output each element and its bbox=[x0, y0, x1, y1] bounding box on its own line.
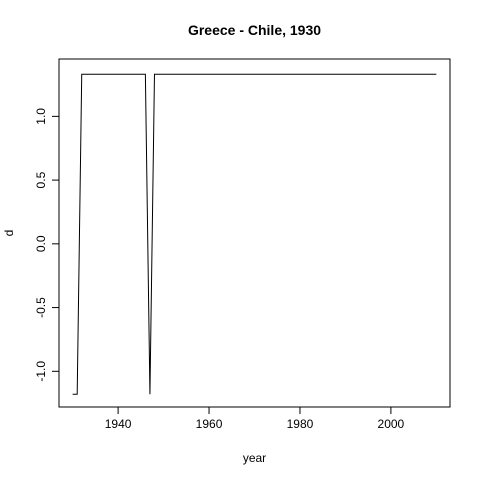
y-tick-label: -1.0 bbox=[34, 361, 48, 382]
y-tick-label: 0.0 bbox=[34, 235, 48, 252]
y-tick-label: 0.5 bbox=[34, 171, 48, 188]
x-axis-label: year bbox=[243, 451, 266, 465]
y-tick-label: -0.5 bbox=[34, 297, 48, 318]
x-tick-label: 1980 bbox=[287, 417, 314, 431]
x-tick-label: 2000 bbox=[378, 417, 405, 431]
y-axis-label: d bbox=[2, 230, 16, 237]
chart-title: Greece - Chile, 1930 bbox=[188, 22, 321, 38]
y-tick-label: 1.0 bbox=[34, 108, 48, 125]
x-tick-label: 1960 bbox=[196, 417, 223, 431]
x-tick-label: 1940 bbox=[105, 417, 132, 431]
